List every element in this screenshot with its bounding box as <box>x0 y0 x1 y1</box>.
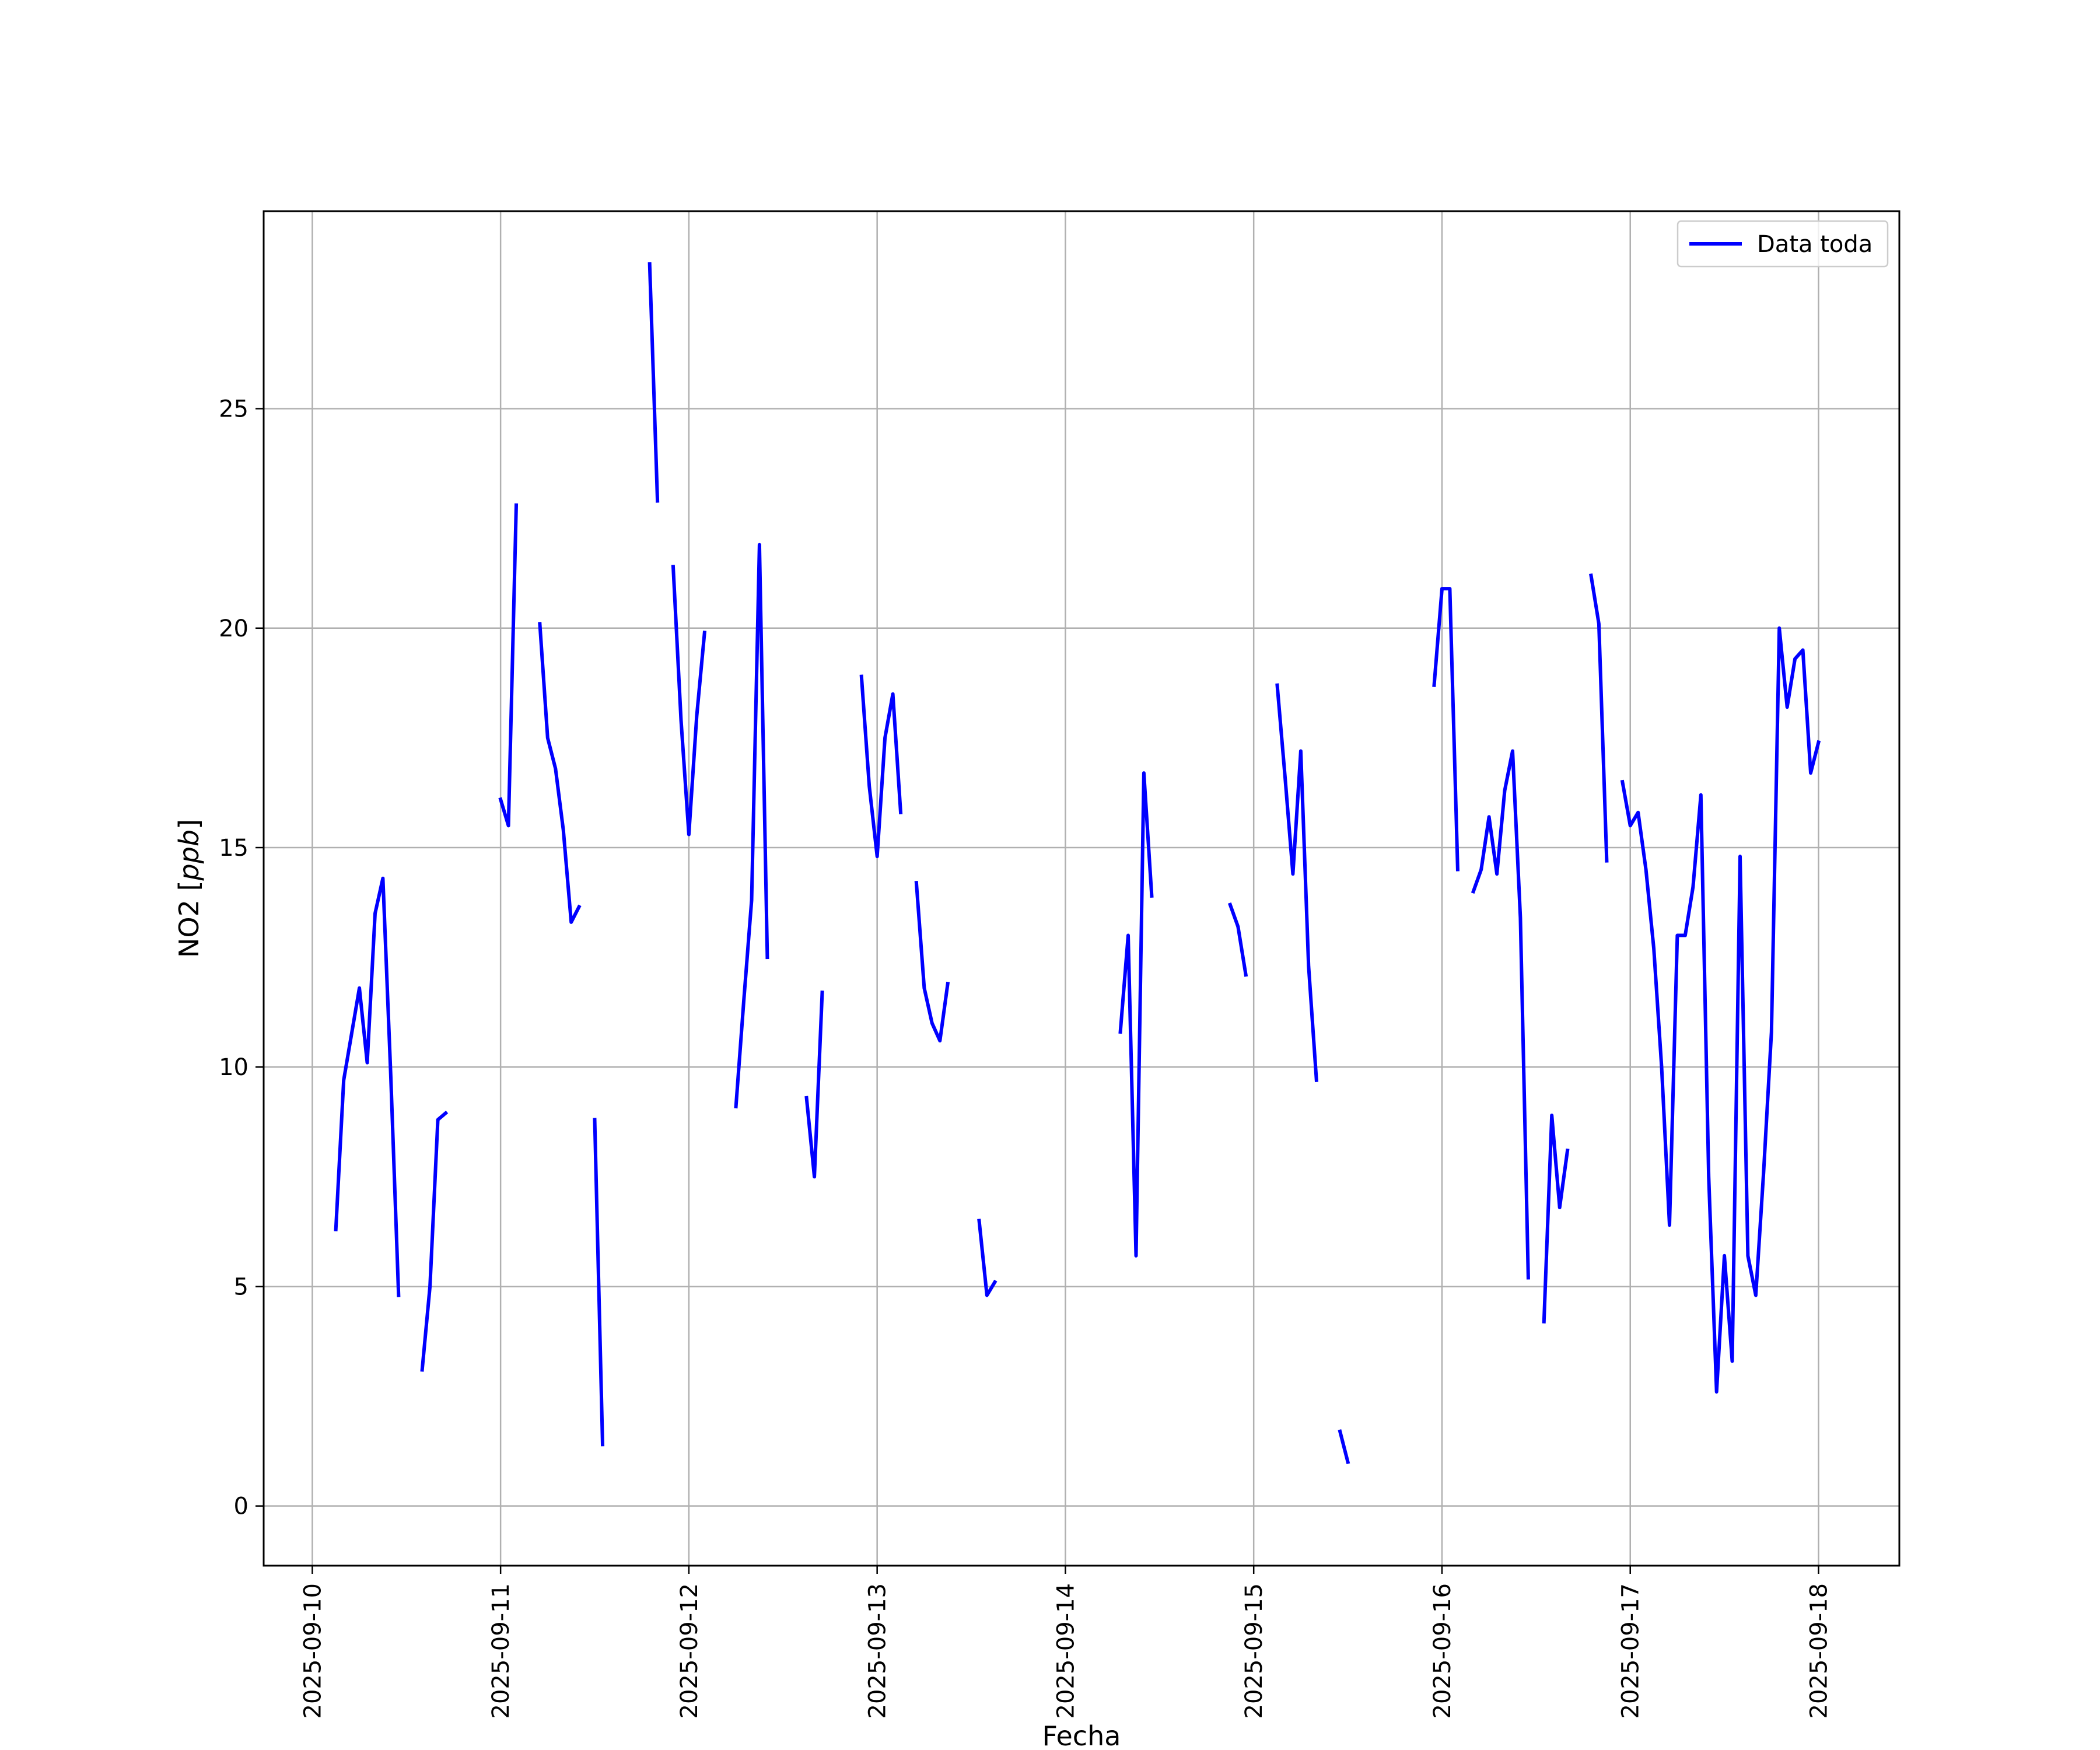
x-tick-label: 2025-09-10 <box>299 1583 326 1718</box>
legend-box <box>1676 220 1889 268</box>
legend-label: Data toda <box>1757 231 1873 258</box>
series-line-segment <box>671 565 707 836</box>
y-tick-label: 0 <box>234 1493 249 1520</box>
x-tick-label: 2025-09-13 <box>864 1583 891 1718</box>
x-axis-label: Fecha <box>1042 1720 1121 1750</box>
y-axis-label: NO2 [ppb] <box>173 819 205 958</box>
series-line-segment <box>734 542 769 1109</box>
legend: Data toda <box>1676 220 1889 268</box>
x-tick-label: 2025-09-14 <box>1052 1583 1079 1718</box>
y-tick-label: 10 <box>219 1054 249 1081</box>
series-line-segment <box>538 622 582 924</box>
y-gridlines <box>264 408 1899 1507</box>
series-line-segment <box>914 880 950 1043</box>
x-tick-label: 2025-09-15 <box>1241 1583 1268 1718</box>
y-axis-ticks: 0 5 10 15 20 25 <box>219 396 264 1520</box>
plot-frame <box>262 210 1901 1567</box>
series-line-segment <box>804 991 824 1179</box>
series-line-segment <box>420 1110 449 1372</box>
y-axis-label-unit: ppb <box>173 830 205 881</box>
y-tick-label: 20 <box>219 615 249 642</box>
series-line-segment <box>1542 1114 1570 1324</box>
x-tick-label: 2025-09-11 <box>488 1583 514 1718</box>
series-line-segment <box>498 503 519 828</box>
series-line-segment <box>859 674 903 859</box>
series-line-segment <box>1275 683 1318 1082</box>
x-tick-label: 2025-09-17 <box>1618 1583 1644 1718</box>
series-layer <box>334 262 1821 1465</box>
y-tick-label: 15 <box>219 835 249 862</box>
series-line-segment <box>1338 1429 1350 1465</box>
x-tick-label: 2025-09-18 <box>1805 1583 1832 1718</box>
series-line-segment <box>1118 771 1154 1258</box>
y-tick-label: 25 <box>219 396 249 423</box>
y-tick-label: 5 <box>234 1273 249 1300</box>
x-gridlines <box>312 211 1819 1566</box>
series-line-segment <box>1620 626 1821 1394</box>
x-axis-ticks: 2025-09-10 2025-09-11 2025-09-12 2025-09-13… <box>299 1566 1832 1718</box>
series-line-segment <box>1432 587 1460 872</box>
y-axis-label-close: ] <box>173 819 205 830</box>
series-line-segment <box>977 1219 998 1297</box>
y-axis-label-main: NO2 [ <box>173 881 205 958</box>
series-line-segment <box>1589 573 1609 863</box>
series-line-segment <box>593 1118 605 1447</box>
x-tick-label: 2025-09-12 <box>676 1583 703 1718</box>
series-line-segment <box>334 876 401 1297</box>
series-line-segment <box>1471 749 1530 1280</box>
series-line-segment <box>1227 902 1248 977</box>
series-line-segment <box>648 262 660 503</box>
x-tick-label: 2025-09-16 <box>1429 1583 1456 1718</box>
